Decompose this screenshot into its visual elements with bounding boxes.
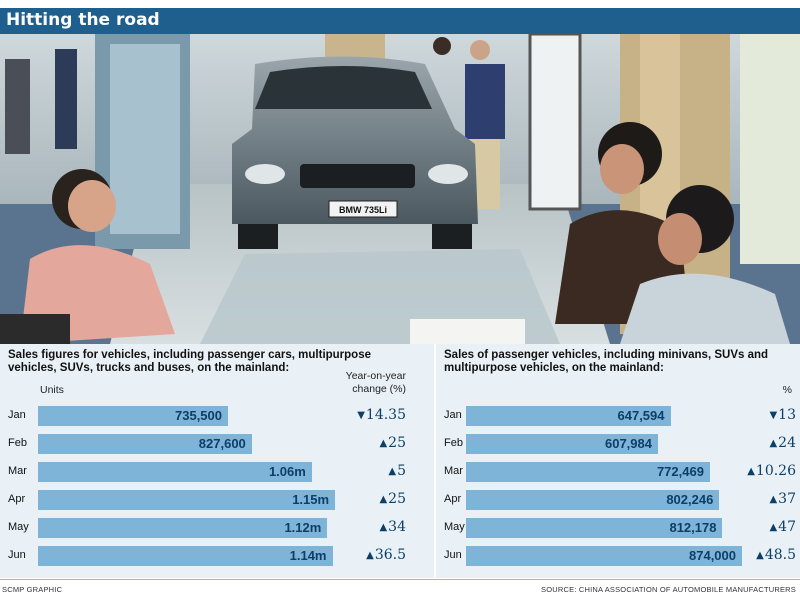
month-label: Apr — [8, 493, 26, 505]
month-label: Jun — [8, 549, 26, 561]
chart-row: Feb 607,984 ▲24 — [436, 434, 800, 454]
footer-source: SOURCE: CHINA ASSOCIATION OF AUTOMOBILE … — [541, 585, 796, 594]
percent-label: % — [782, 384, 792, 396]
up-triangle-icon: ▲ — [747, 466, 755, 477]
up-triangle-icon: ▲ — [769, 522, 778, 533]
sales-bar — [38, 518, 328, 538]
chart-row: May 1.12m ▲34 — [0, 518, 434, 538]
total-vehicle-sales-panel: Sales figures for vehicles, including pa… — [0, 344, 434, 578]
change-value: 25 — [388, 491, 406, 507]
change-value: 36.5 — [374, 547, 406, 563]
change-value: 13 — [778, 407, 796, 423]
sales-bar — [466, 518, 723, 538]
footer-credit: SCMP GRAPHIC — [2, 585, 63, 594]
up-triangle-icon: ▲ — [366, 550, 374, 561]
passenger-vehicle-sales-panel: Sales of passenger vehicles, including m… — [434, 344, 800, 578]
yoy-change-label: Year-on-year change (%) — [345, 370, 406, 395]
month-label: Jun — [444, 549, 462, 561]
month-label: Jan — [444, 409, 462, 421]
chart-row: Feb 827,600 ▲25 — [0, 434, 434, 454]
change-label: ▲36.5 — [366, 547, 406, 563]
sales-bar — [38, 462, 312, 482]
sales-bar — [38, 490, 336, 510]
chart-row: Jan 647,594 ▼13 — [436, 406, 800, 426]
down-triangle-icon: ▼ — [357, 410, 365, 421]
change-value: 5 — [397, 463, 406, 479]
footer-rule — [0, 579, 800, 580]
change-label: ▲24 — [769, 435, 796, 451]
month-label: Apr — [444, 493, 462, 505]
units-label: Units — [40, 384, 64, 396]
up-triangle-icon: ▲ — [379, 494, 388, 505]
change-value: 25 — [388, 435, 406, 451]
change-label: ▲5 — [388, 463, 406, 479]
chart-row: Apr 1.15m ▲25 — [0, 490, 434, 510]
month-label: Feb — [8, 437, 27, 449]
bar-value-label: 874,000 — [689, 548, 736, 563]
change-label: ▲34 — [379, 519, 406, 535]
sales-bar — [38, 406, 228, 426]
chart-row: Apr 802,246 ▲37 — [436, 490, 800, 510]
month-label: May — [8, 521, 29, 533]
change-value: 48.5 — [764, 547, 796, 563]
page-title: Hitting the road — [6, 10, 160, 30]
bar-value-label: 802,246 — [666, 492, 714, 507]
bar-value-label: 1.14m — [289, 548, 327, 563]
change-value: 37 — [778, 491, 796, 507]
change-value: 24 — [778, 435, 796, 451]
bar-value-label: 812,178 — [669, 520, 717, 535]
bar-value-label: 735,500 — [175, 408, 222, 423]
bar-value-label: 607,984 — [604, 436, 652, 451]
month-label: Mar — [444, 465, 463, 477]
title-bar: Hitting the road — [0, 8, 800, 34]
month-label: Jan — [8, 409, 26, 421]
bar-value-label: 772,469 — [656, 464, 704, 479]
change-label: ▼13 — [769, 407, 796, 423]
bar-value-label: 1.12m — [284, 520, 322, 535]
chart-row: Mar 1.06m ▲5 — [0, 462, 434, 482]
change-label: ▲10.26 — [747, 463, 796, 479]
bar-value-label: 1.15m — [292, 492, 330, 507]
change-value: 47 — [778, 519, 796, 535]
chart-row: Jun 1.14m ▲36.5 — [0, 546, 434, 566]
sales-bar — [466, 406, 671, 426]
up-triangle-icon: ▲ — [388, 466, 397, 477]
up-triangle-icon: ▲ — [756, 550, 764, 561]
chart-row: May 812,178 ▲47 — [436, 518, 800, 538]
left-chart-heading: Sales figures for vehicles, including pa… — [8, 349, 372, 374]
sales-bar — [38, 546, 333, 566]
sales-bar — [466, 546, 742, 566]
month-label: Feb — [444, 437, 463, 449]
sales-bar — [466, 434, 658, 454]
up-triangle-icon: ▲ — [769, 438, 778, 449]
sales-bar — [38, 434, 252, 454]
down-triangle-icon: ▼ — [769, 410, 778, 421]
right-chart-heading: Sales of passenger vehicles, including m… — [444, 349, 769, 374]
change-label: ▲37 — [769, 491, 796, 507]
license-plate-text: BMW 735Li — [339, 205, 387, 215]
change-label: ▼14.35 — [357, 407, 406, 423]
bar-value-label: 647,594 — [617, 408, 665, 423]
month-label: Mar — [8, 465, 27, 477]
bar-value-label: 827,600 — [198, 436, 246, 451]
bar-value-label: 1.06m — [268, 464, 306, 479]
month-label: May — [444, 521, 465, 533]
change-label: ▲25 — [379, 491, 406, 507]
chart-row: Jan 735,500 ▼14.35 — [0, 406, 434, 426]
change-label: ▲48.5 — [756, 547, 796, 563]
chart-row: Mar 772,469 ▲10.26 — [436, 462, 800, 482]
sales-bar — [466, 462, 710, 482]
change-value: 34 — [388, 519, 406, 535]
showroom-photo: BMW 735Li — [0, 34, 800, 344]
change-label: ▲25 — [379, 435, 406, 451]
sales-bar — [466, 490, 720, 510]
up-triangle-icon: ▲ — [379, 438, 388, 449]
change-value: 14.35 — [365, 407, 406, 423]
up-triangle-icon: ▲ — [769, 494, 778, 505]
change-value: 10.26 — [755, 463, 796, 479]
change-label: ▲47 — [769, 519, 796, 535]
chart-row: Jun 874,000 ▲48.5 — [436, 546, 800, 566]
up-triangle-icon: ▲ — [379, 522, 388, 533]
